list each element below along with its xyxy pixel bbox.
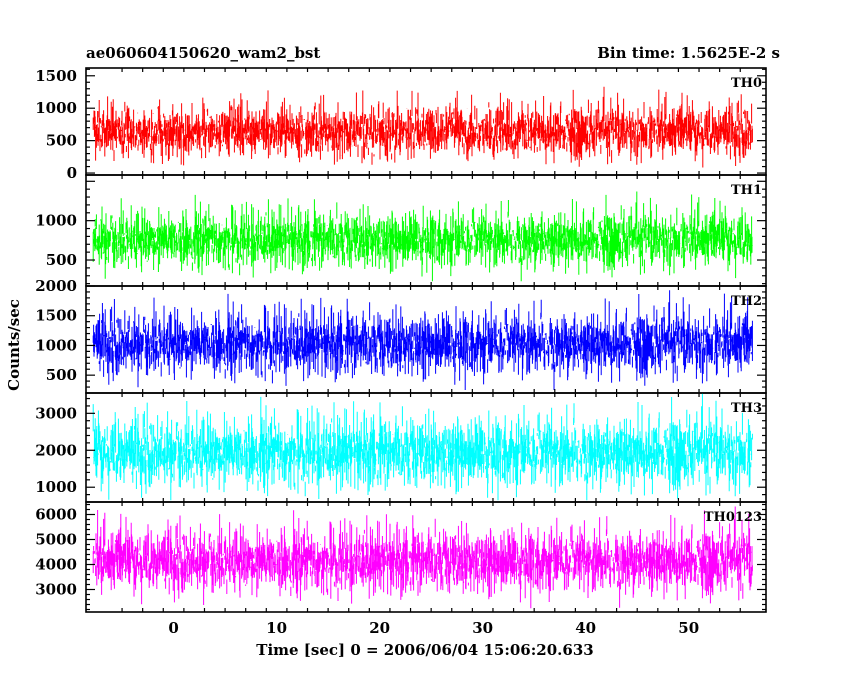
- panel-label-th0123: TH0123: [704, 510, 762, 525]
- y-tick-label: 500: [46, 366, 77, 384]
- x-tick-label: 30: [472, 619, 493, 637]
- series-trace-th0123: [92, 506, 753, 609]
- series-trace-th2: [92, 290, 753, 390]
- y-tick-label: 6000: [35, 506, 77, 524]
- y-tick-label: 5000: [35, 531, 77, 549]
- panel-th3: 1000 2000 3000 TH3: [35, 392, 767, 503]
- y-tick-label: 1500: [35, 67, 77, 85]
- y-tick-label: 1000: [35, 478, 77, 496]
- panel-label-th2: TH2: [731, 294, 762, 309]
- panel-th1: 500 1000 TH1: [35, 174, 767, 287]
- y-tick-label: 0: [67, 164, 77, 182]
- y-tick-label: 2000: [35, 277, 77, 295]
- y-tick-label: 3000: [35, 581, 77, 599]
- x-tick-label: 20: [369, 619, 390, 637]
- panel-th2: 500 1000 1500 2000 TH2: [35, 277, 767, 394]
- x-tick-label: 40: [575, 619, 596, 637]
- panel-th0: 0 500 1000 1500 TH0: [35, 67, 767, 182]
- y-tick-label: 3000: [35, 404, 77, 422]
- y-tick-label: 1000: [35, 212, 77, 230]
- y-tick-label: 500: [46, 132, 77, 150]
- y-tick-label: 1000: [35, 99, 77, 117]
- y-tick-label: 4000: [35, 556, 77, 574]
- panel-label-th3: TH3: [731, 401, 762, 416]
- series-trace-th0: [92, 86, 753, 168]
- series-trace-th3: [92, 393, 753, 501]
- y-axis-label: Counts/sec: [5, 299, 23, 391]
- x-tick-label: 50: [678, 619, 699, 637]
- panel-label-th0: TH0: [731, 76, 762, 91]
- x-axis-label: Time [sec] 0 = 2006/06/04 15:06:20.633: [256, 641, 593, 659]
- x-tick-label: 10: [266, 619, 287, 637]
- y-tick-label: 500: [46, 251, 77, 269]
- series-trace-th1: [92, 191, 753, 282]
- y-tick-label: 2000: [35, 441, 77, 459]
- x-tick-label: 0: [168, 619, 178, 637]
- y-tick-label: 1500: [35, 307, 77, 325]
- panel-frame: [85, 501, 767, 613]
- y-tick-label: 1000: [35, 336, 77, 354]
- chart-title: ae060604150620_wam2_bst: [86, 44, 320, 62]
- bin-time-label: Bin time: 1.5625E-2 s: [597, 44, 780, 62]
- panel-label-th1: TH1: [731, 183, 762, 198]
- panel-th0123: 3000 4000 5000 6000 TH0123: [35, 501, 767, 613]
